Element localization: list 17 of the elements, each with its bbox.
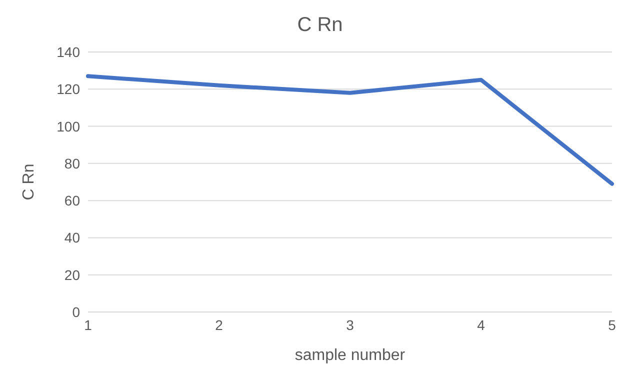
- x-tick-label: 2: [215, 316, 224, 333]
- y-tick-label: 80: [64, 155, 80, 172]
- chart-title: C Rn: [296, 13, 344, 38]
- y-tick-label: 20: [64, 266, 80, 283]
- y-tick-label: 60: [64, 192, 80, 209]
- x-tick-label: 3: [346, 316, 354, 333]
- x-axis-title: sample number: [294, 347, 406, 364]
- x-tick-label: 5: [608, 316, 616, 333]
- line-series: [86, 74, 614, 186]
- y-tick-label: 120: [56, 81, 80, 98]
- x-tick-label: 4: [477, 316, 486, 333]
- y-tick-label: 100: [56, 118, 80, 134]
- y-tick-label: 140: [56, 44, 80, 60]
- y-tick-label: 0: [72, 304, 80, 320]
- y-tick-label: 40: [64, 230, 80, 246]
- x-tick-label: 1: [84, 316, 92, 333]
- y-axis-title: C Rn: [20, 164, 38, 200]
